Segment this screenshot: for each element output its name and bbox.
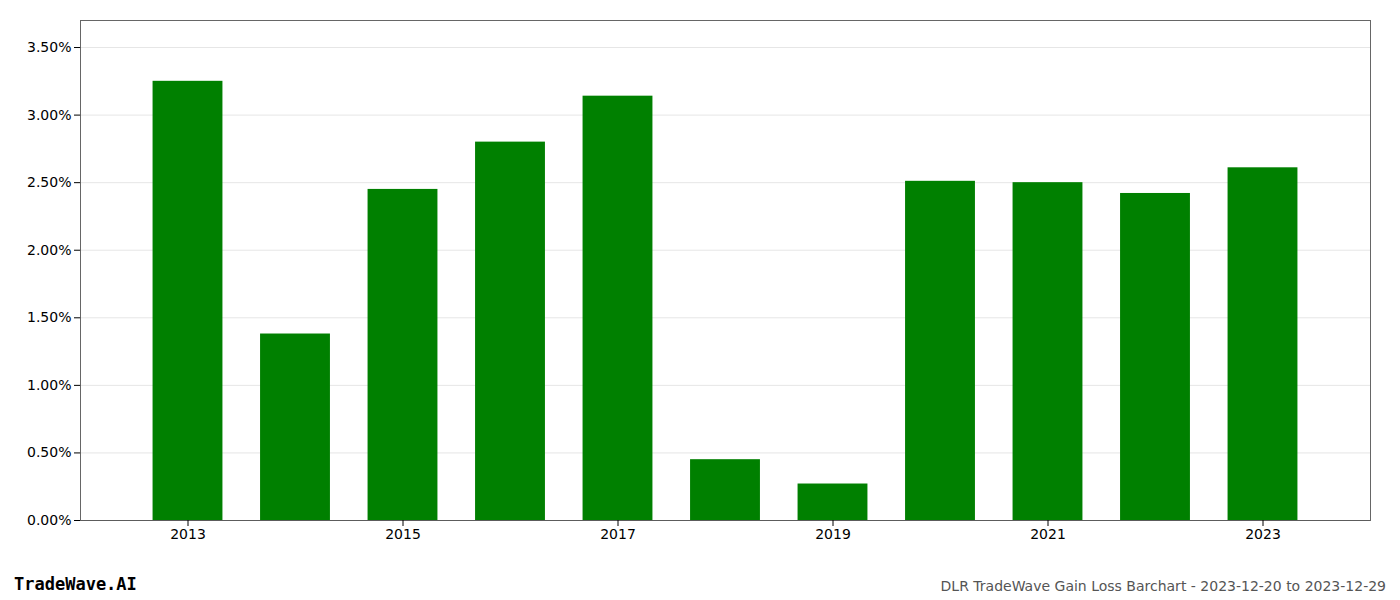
svg-text:2019: 2019	[815, 526, 851, 542]
svg-text:3.50%: 3.50%	[27, 39, 71, 55]
svg-text:2.50%: 2.50%	[27, 174, 71, 190]
svg-text:0.00%: 0.00%	[27, 512, 71, 528]
svg-text:1.50%: 1.50%	[27, 309, 71, 325]
svg-text:2013: 2013	[170, 526, 206, 542]
html-text:TradeWave.AI: TradeWave.AI	[14, 574, 137, 594]
svg-text:2.00%: 2.00%	[27, 242, 71, 258]
svg-text:1.00%: 1.00%	[27, 377, 71, 393]
svg-text:2017: 2017	[600, 526, 636, 542]
svg-text:2015: 2015	[385, 526, 421, 542]
svg-text:2023: 2023	[1245, 526, 1281, 542]
svg-text:0.50%: 0.50%	[27, 444, 71, 460]
svg-text:2021: 2021	[1030, 526, 1066, 542]
svg-text:3.00%: 3.00%	[27, 107, 71, 123]
html-text:DLR TradeWave Gain Loss Barcha: DLR TradeWave Gain Loss Barchart - 2023-…	[940, 578, 1386, 594]
